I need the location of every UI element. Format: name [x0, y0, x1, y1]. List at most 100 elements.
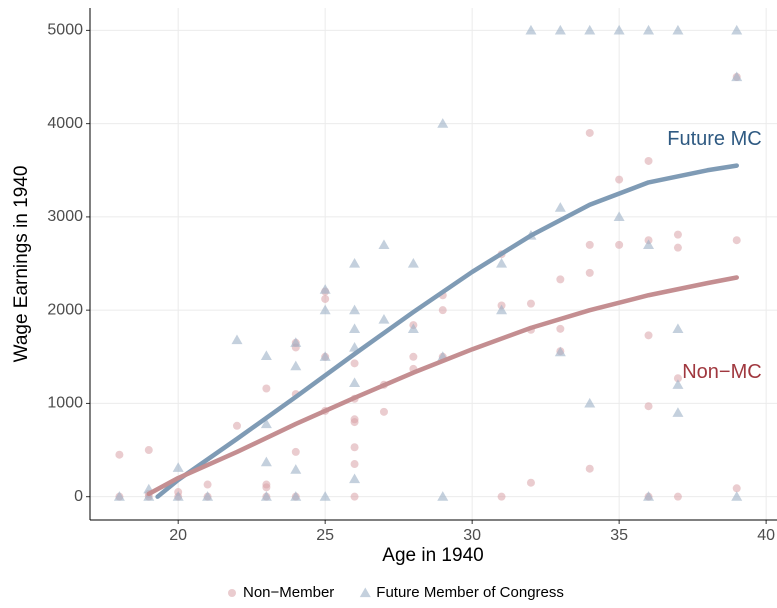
circle-point: [350, 443, 359, 452]
circle-point: [585, 240, 594, 249]
y-tick-label: 5000: [47, 22, 83, 39]
circle-point: [615, 175, 624, 184]
x-tick-label: 30: [463, 527, 481, 544]
circle-point: [350, 418, 359, 427]
circle-point: [556, 324, 565, 333]
triangle-point: [437, 491, 449, 501]
circle-point: [585, 464, 594, 473]
circle-point: [350, 359, 359, 368]
x-tick-label: 20: [169, 527, 187, 544]
triangle-point: [172, 462, 184, 472]
legend-label: Non−Member: [243, 584, 334, 601]
triangle-point: [672, 407, 684, 417]
smooth-line: [146, 275, 739, 497]
circle-point: [644, 402, 653, 411]
x-tick-label: 40: [757, 527, 775, 544]
circle-point: [115, 450, 124, 459]
triangle-point: [731, 24, 743, 35]
y-axis-title: Wage Earnings in 1940: [11, 166, 32, 363]
triangle-point: [407, 323, 419, 333]
triangle-point: [113, 491, 125, 501]
circle-point: [585, 128, 594, 137]
y-tick-label: 4000: [47, 115, 83, 132]
circle-point: [644, 331, 653, 340]
triangle-point: [202, 491, 214, 501]
circle-point: [144, 446, 153, 455]
triangle-point: [584, 397, 596, 408]
circle-point: [673, 374, 682, 383]
circle-point: [291, 447, 300, 456]
circle-point: [203, 480, 212, 489]
smooth-line: [155, 163, 739, 499]
marks: [113, 24, 743, 501]
circle-point: [673, 492, 682, 501]
triangle-point: [290, 360, 302, 371]
circle-point: [438, 306, 447, 315]
triangle-point: [349, 341, 361, 352]
triangle-point: [231, 334, 243, 345]
y-tick-label: 2000: [47, 301, 83, 318]
triangle-point: [378, 313, 390, 324]
x-tick-label: 35: [610, 527, 628, 544]
triangle-point: [496, 304, 508, 315]
circle-point: [526, 478, 535, 487]
triangle-point: [613, 211, 625, 222]
triangle-point: [554, 202, 566, 212]
triangle-point: [349, 258, 361, 268]
triangle-point: [584, 24, 596, 35]
triangle-point: [378, 239, 390, 250]
triangle-point: [731, 71, 743, 82]
triangle-point: [672, 323, 684, 333]
triangle-point: [496, 258, 508, 268]
triangle-point: [260, 491, 272, 501]
grid: [86, 8, 777, 524]
circle-point: [732, 236, 741, 245]
line-label: Future MC: [667, 128, 761, 150]
triangle-point: [290, 337, 302, 347]
triangle-point: [554, 346, 566, 357]
circle-point: [673, 230, 682, 239]
triangle-point: [172, 491, 184, 501]
line-label: Non−MC: [682, 361, 761, 383]
circle-point: [262, 483, 271, 492]
circle-point: [673, 243, 682, 252]
triangle-point: [613, 24, 625, 35]
circle-point: [228, 589, 236, 597]
triangle-point: [731, 491, 743, 501]
circle-point: [321, 294, 330, 303]
y-tick-label: 0: [74, 488, 83, 505]
triangle-point: [407, 258, 419, 268]
circle-point: [615, 240, 624, 249]
circle-point: [732, 484, 741, 493]
x-tick-label: 25: [316, 527, 334, 544]
circle-point: [556, 275, 565, 284]
circle-point: [350, 460, 359, 469]
triangle-point: [290, 491, 302, 501]
circle-point: [497, 492, 506, 501]
triangle-point: [643, 24, 655, 35]
triangle-point: [359, 587, 371, 598]
triangle-point: [349, 473, 361, 484]
triangle-point: [319, 491, 331, 501]
x-axis-title: Age in 1940: [382, 545, 483, 566]
circle-point: [232, 421, 241, 430]
triangle-point: [319, 304, 331, 315]
triangle-point: [260, 418, 272, 429]
y-tick-label: 3000: [47, 208, 83, 225]
y-tick-label: 1000: [47, 395, 83, 412]
triangle-point: [349, 323, 361, 333]
triangle-point: [260, 350, 272, 360]
circle-point: [526, 299, 535, 308]
circle-point: [409, 352, 418, 361]
circle-point: [585, 268, 594, 277]
triangle-point: [554, 24, 566, 35]
triangle-point: [319, 351, 331, 361]
triangle-point: [437, 118, 449, 128]
legend-label: Future Member of Congress: [376, 584, 564, 601]
circle-point: [644, 156, 653, 165]
triangle-point: [290, 464, 302, 474]
triangle-point: [643, 239, 655, 250]
triangle-point: [349, 304, 361, 315]
